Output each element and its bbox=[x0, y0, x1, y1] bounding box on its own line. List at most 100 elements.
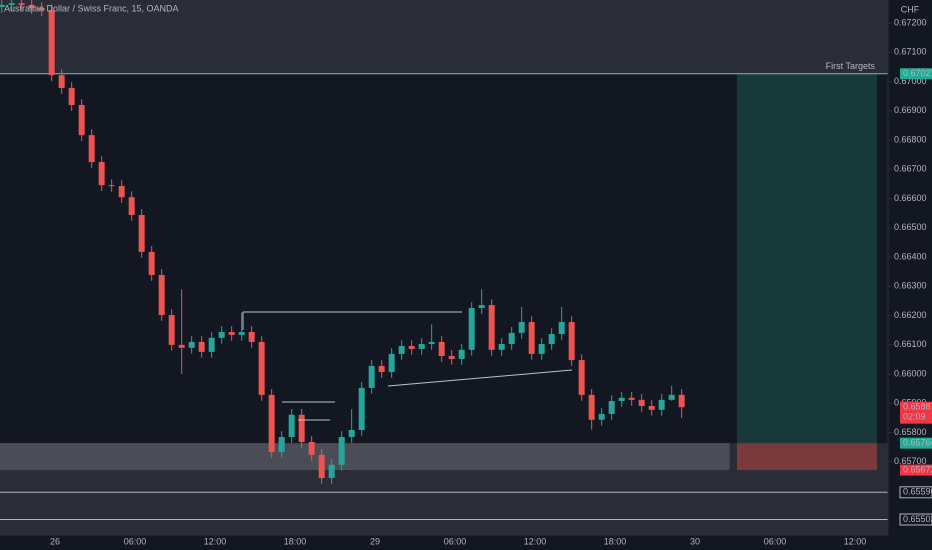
stop-box bbox=[737, 443, 877, 471]
price-label-box bbox=[900, 401, 932, 424]
candle-body bbox=[658, 399, 665, 410]
price-label-box bbox=[900, 68, 932, 80]
candle-body bbox=[578, 360, 585, 395]
price-label-box bbox=[900, 437, 932, 449]
candle-body bbox=[68, 88, 75, 106]
candle-body bbox=[0, 4, 5, 8]
target-label: First Targets bbox=[826, 61, 876, 71]
candle-body bbox=[488, 305, 495, 350]
candle-body bbox=[418, 343, 425, 349]
price-label-box bbox=[899, 513, 932, 526]
candle-body bbox=[308, 441, 315, 455]
candle-body bbox=[248, 331, 255, 342]
y-tick-label: 0.66900 bbox=[894, 105, 927, 115]
candle-body bbox=[398, 346, 405, 354]
candle-body bbox=[278, 437, 285, 452]
candle-body bbox=[168, 315, 175, 345]
candle-body bbox=[668, 394, 675, 400]
candle-body bbox=[128, 197, 135, 215]
candle-body bbox=[358, 387, 365, 430]
price-label: 0.67027 bbox=[903, 68, 932, 78]
candle-body bbox=[528, 322, 535, 354]
candle-body bbox=[608, 401, 615, 414]
candle-body bbox=[628, 397, 635, 400]
marks bbox=[0, 0, 685, 484]
candle-body bbox=[258, 341, 265, 395]
x-tick-label: 29 bbox=[370, 536, 380, 546]
candle-body bbox=[378, 365, 385, 373]
y-tick-label: 0.66300 bbox=[894, 281, 927, 291]
y-tick-label: 0.66400 bbox=[894, 251, 927, 261]
candle-body bbox=[318, 454, 325, 478]
price-label: 0.65887 bbox=[903, 402, 932, 412]
price-label: 0.65596 bbox=[903, 487, 932, 497]
target-box bbox=[737, 73, 877, 444]
price-label: 0.65764 bbox=[903, 438, 932, 448]
candle-body bbox=[98, 162, 105, 186]
candle-body bbox=[408, 346, 415, 349]
x-tick-label: 18:00 bbox=[604, 536, 627, 546]
candle-body bbox=[18, 3, 25, 5]
x-tick-label: 06:00 bbox=[124, 536, 147, 546]
candle-body bbox=[38, 8, 45, 11]
countdown: 02:09 bbox=[903, 412, 926, 422]
candle-body bbox=[478, 305, 485, 309]
x-tick-label: 12:00 bbox=[844, 536, 867, 546]
candle-body bbox=[58, 75, 65, 89]
candle-body bbox=[348, 429, 355, 438]
x-tick-label: 12:00 bbox=[204, 536, 227, 546]
zones: First Targets bbox=[0, 0, 888, 535]
upper-shade bbox=[0, 0, 888, 74]
y-tick-label: 0.65700 bbox=[894, 456, 927, 466]
candle-body bbox=[568, 322, 575, 361]
x-tick-label: 06:00 bbox=[764, 536, 787, 546]
chart-title: Australian Dollar / Swiss Franc, 15, OAN… bbox=[4, 3, 179, 13]
candle-body bbox=[448, 355, 455, 359]
candle-body bbox=[178, 344, 185, 348]
candle-body bbox=[338, 437, 345, 465]
candle-body bbox=[388, 353, 395, 373]
candle-body bbox=[218, 331, 225, 338]
candle-body bbox=[118, 186, 125, 198]
candle-body bbox=[598, 413, 605, 420]
x-tick-label: 12:00 bbox=[524, 536, 547, 546]
candle-body bbox=[548, 334, 555, 344]
candle-body bbox=[508, 332, 515, 344]
zone bbox=[0, 443, 730, 471]
y-tick-label: 0.67100 bbox=[894, 47, 927, 57]
y-tick-label: 0.65800 bbox=[894, 427, 927, 437]
candle-body bbox=[428, 341, 435, 344]
x-tick-label: 18:00 bbox=[284, 536, 307, 546]
candle-body bbox=[138, 214, 145, 252]
price-axis bbox=[888, 0, 932, 550]
y-tick-label: 0.66500 bbox=[894, 222, 927, 232]
candle-body bbox=[158, 274, 165, 316]
x-tick-label: 06:00 bbox=[444, 536, 467, 546]
candle-body bbox=[188, 341, 195, 348]
candle-body bbox=[78, 105, 85, 136]
candle-body bbox=[638, 399, 645, 407]
y-tick-label: 0.67200 bbox=[894, 17, 927, 27]
candle-body bbox=[538, 343, 545, 354]
y-tick-label: 0.66200 bbox=[894, 310, 927, 320]
candle-body bbox=[108, 185, 115, 187]
candle-body bbox=[678, 394, 685, 408]
y-tick-label: 0.66100 bbox=[894, 339, 927, 349]
candle-body bbox=[48, 10, 55, 76]
drawn-line bbox=[387, 369, 573, 387]
candle-body bbox=[238, 331, 245, 335]
y-tick-label: 0.66600 bbox=[894, 193, 927, 203]
candle-body bbox=[148, 251, 155, 275]
x-tick-label: 26 bbox=[50, 536, 60, 546]
candle-body bbox=[328, 464, 335, 478]
y-tick-label: 0.67000 bbox=[894, 76, 927, 86]
price-label-box bbox=[899, 486, 932, 499]
candle-body bbox=[368, 365, 375, 388]
candle-body bbox=[518, 322, 525, 333]
candle-body bbox=[648, 406, 655, 410]
candle-body bbox=[458, 349, 465, 359]
currency: CHF bbox=[901, 4, 920, 14]
y-tick-label: 0.66800 bbox=[894, 134, 927, 144]
price-label-box bbox=[900, 464, 932, 476]
